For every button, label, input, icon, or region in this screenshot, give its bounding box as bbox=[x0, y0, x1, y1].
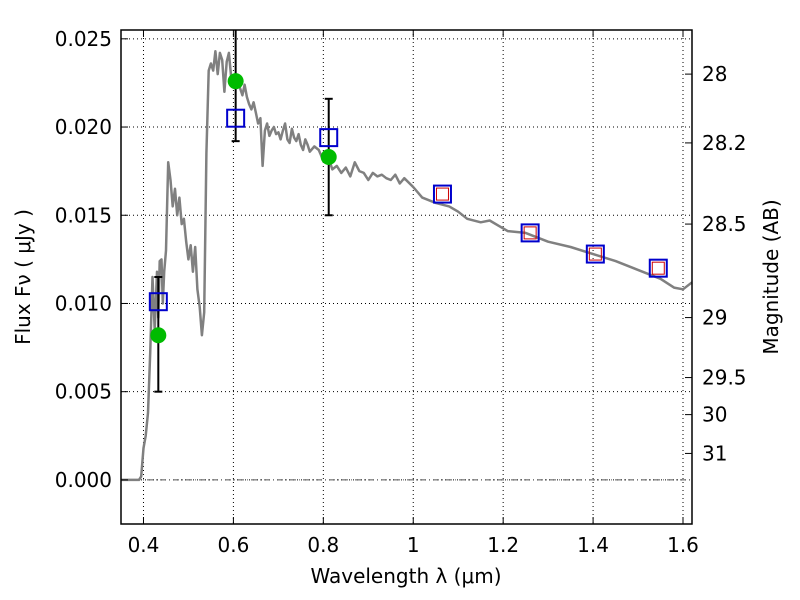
axis-ticks bbox=[121, 30, 692, 524]
green-observed-point bbox=[320, 149, 337, 166]
right-axis-label: Magnitude (AB) bbox=[759, 199, 783, 354]
y-tick-label: 0.020 bbox=[55, 115, 112, 139]
y-tick-label: 0.005 bbox=[55, 380, 112, 404]
blue-square-marker bbox=[585, 244, 605, 264]
green-observed-point bbox=[227, 73, 244, 90]
x-tick-label: 0.4 bbox=[128, 533, 160, 557]
right-tick-label: 30 bbox=[702, 403, 727, 427]
plot-frame bbox=[120, 29, 693, 525]
x-axis-label: Wavelength λ (μm) bbox=[310, 564, 501, 588]
tick-labels: 0.4 0.6 0.8 1 1.2 1.4 1.6 0.000 0.005 0.010 0.015 0… bbox=[55, 27, 747, 557]
right-tick-label: 28.2 bbox=[702, 131, 747, 155]
model-spectrum bbox=[121, 49, 693, 482]
blue-square-marker bbox=[319, 128, 339, 148]
photometry-points bbox=[148, 73, 668, 344]
x-tick-label: 1 bbox=[407, 533, 420, 557]
right-tick-label: 29.5 bbox=[702, 366, 747, 390]
x-tick-label: 1.6 bbox=[667, 533, 699, 557]
blue-square-marker bbox=[432, 184, 452, 204]
green-observed-point bbox=[150, 327, 167, 344]
blue-square-marker bbox=[520, 223, 540, 243]
y-axis-label: Flux Fν ( μJy ) bbox=[11, 209, 35, 345]
spectrum-line bbox=[121, 49, 693, 482]
y-tick-label: 0.025 bbox=[55, 27, 112, 51]
red-square-marker bbox=[523, 226, 537, 240]
y-tick-label: 0.015 bbox=[55, 203, 112, 227]
x-tick-label: 1.4 bbox=[577, 533, 609, 557]
right-tick-label: 28.5 bbox=[702, 212, 747, 236]
right-tick-label: 28 bbox=[702, 62, 727, 86]
right-tick-label: 29 bbox=[702, 306, 727, 330]
y-tick-label: 0.010 bbox=[55, 291, 112, 315]
red-square-marker bbox=[435, 187, 449, 201]
red-square-marker bbox=[588, 247, 602, 261]
right-tick-label: 31 bbox=[702, 441, 727, 465]
red-square-marker bbox=[651, 261, 665, 275]
x-tick-label: 0.6 bbox=[217, 533, 249, 557]
blue-square-marker bbox=[226, 108, 246, 128]
x-tick-label: 1.2 bbox=[487, 533, 519, 557]
x-tick-label: 0.8 bbox=[307, 533, 339, 557]
y-tick-label: 0.000 bbox=[55, 468, 112, 492]
blue-square-marker bbox=[148, 292, 168, 312]
blue-square-marker bbox=[648, 258, 668, 278]
